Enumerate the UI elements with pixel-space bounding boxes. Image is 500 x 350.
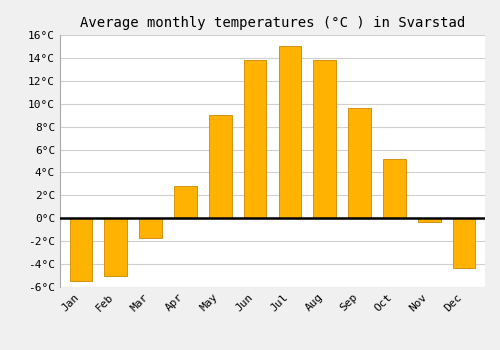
Bar xyxy=(348,108,371,218)
Title: Average monthly temperatures (°C ) in Svarstad: Average monthly temperatures (°C ) in Sv… xyxy=(80,16,465,30)
Bar xyxy=(314,60,336,218)
Bar xyxy=(453,218,475,267)
Bar xyxy=(418,218,440,222)
Bar xyxy=(209,115,232,218)
Bar xyxy=(140,218,162,238)
Bar xyxy=(278,47,301,218)
Bar xyxy=(383,159,406,218)
Bar xyxy=(104,218,127,275)
Bar xyxy=(244,60,266,218)
Bar xyxy=(174,186,197,218)
Bar xyxy=(70,218,92,281)
